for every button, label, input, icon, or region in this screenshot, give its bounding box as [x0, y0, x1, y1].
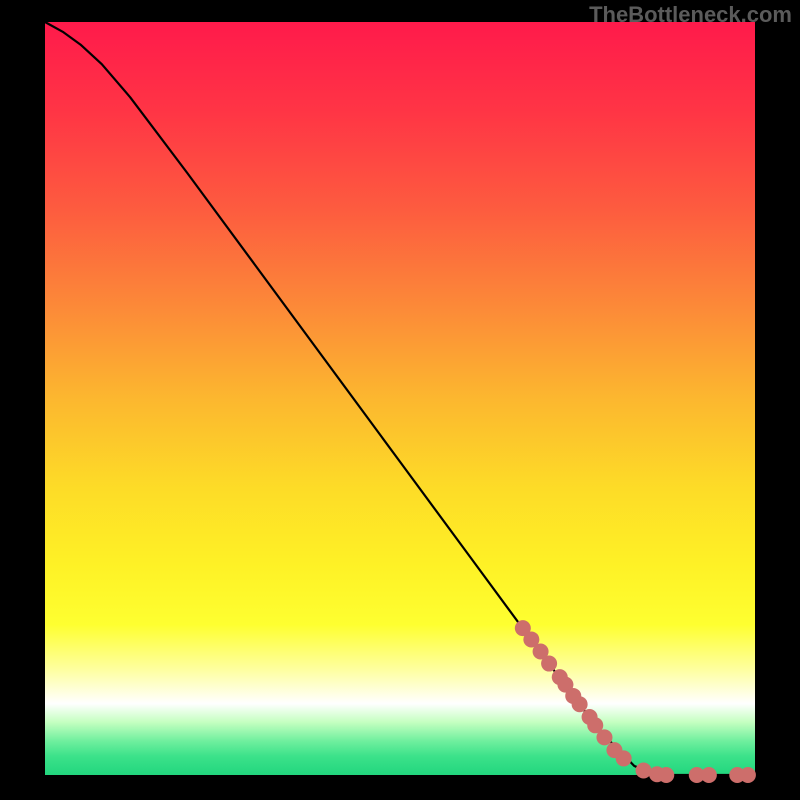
- watermark-text: TheBottleneck.com: [589, 2, 792, 28]
- data-marker: [596, 729, 612, 745]
- data-marker: [572, 696, 588, 712]
- chart-svg: [0, 0, 800, 800]
- chart-container: TheBottleneck.com: [0, 0, 800, 800]
- data-marker: [616, 750, 632, 766]
- data-marker: [636, 762, 652, 778]
- data-marker: [658, 767, 674, 783]
- data-marker: [701, 767, 717, 783]
- data-marker: [740, 767, 756, 783]
- plot-background: [45, 22, 755, 775]
- data-marker: [541, 656, 557, 672]
